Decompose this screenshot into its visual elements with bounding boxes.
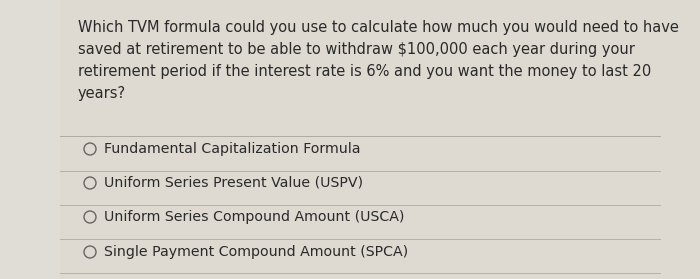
Text: saved at retirement to be able to withdraw $100,000 each year during your: saved at retirement to be able to withdr… (78, 42, 635, 57)
Text: years?: years? (78, 86, 126, 101)
Text: Fundamental Capitalization Formula: Fundamental Capitalization Formula (104, 142, 360, 156)
Text: Which TVM formula could you use to calculate how much you would need to have: Which TVM formula could you use to calcu… (78, 20, 679, 35)
Bar (0, 0, 60, 279)
Text: Single Payment Compound Amount (SPCA): Single Payment Compound Amount (SPCA) (104, 245, 408, 259)
Text: Uniform Series Present Value (USPV): Uniform Series Present Value (USPV) (104, 176, 363, 190)
Text: Uniform Series Compound Amount (USCA): Uniform Series Compound Amount (USCA) (104, 210, 405, 224)
Text: retirement period if the interest rate is 6% and you want the money to last 20: retirement period if the interest rate i… (78, 64, 651, 79)
